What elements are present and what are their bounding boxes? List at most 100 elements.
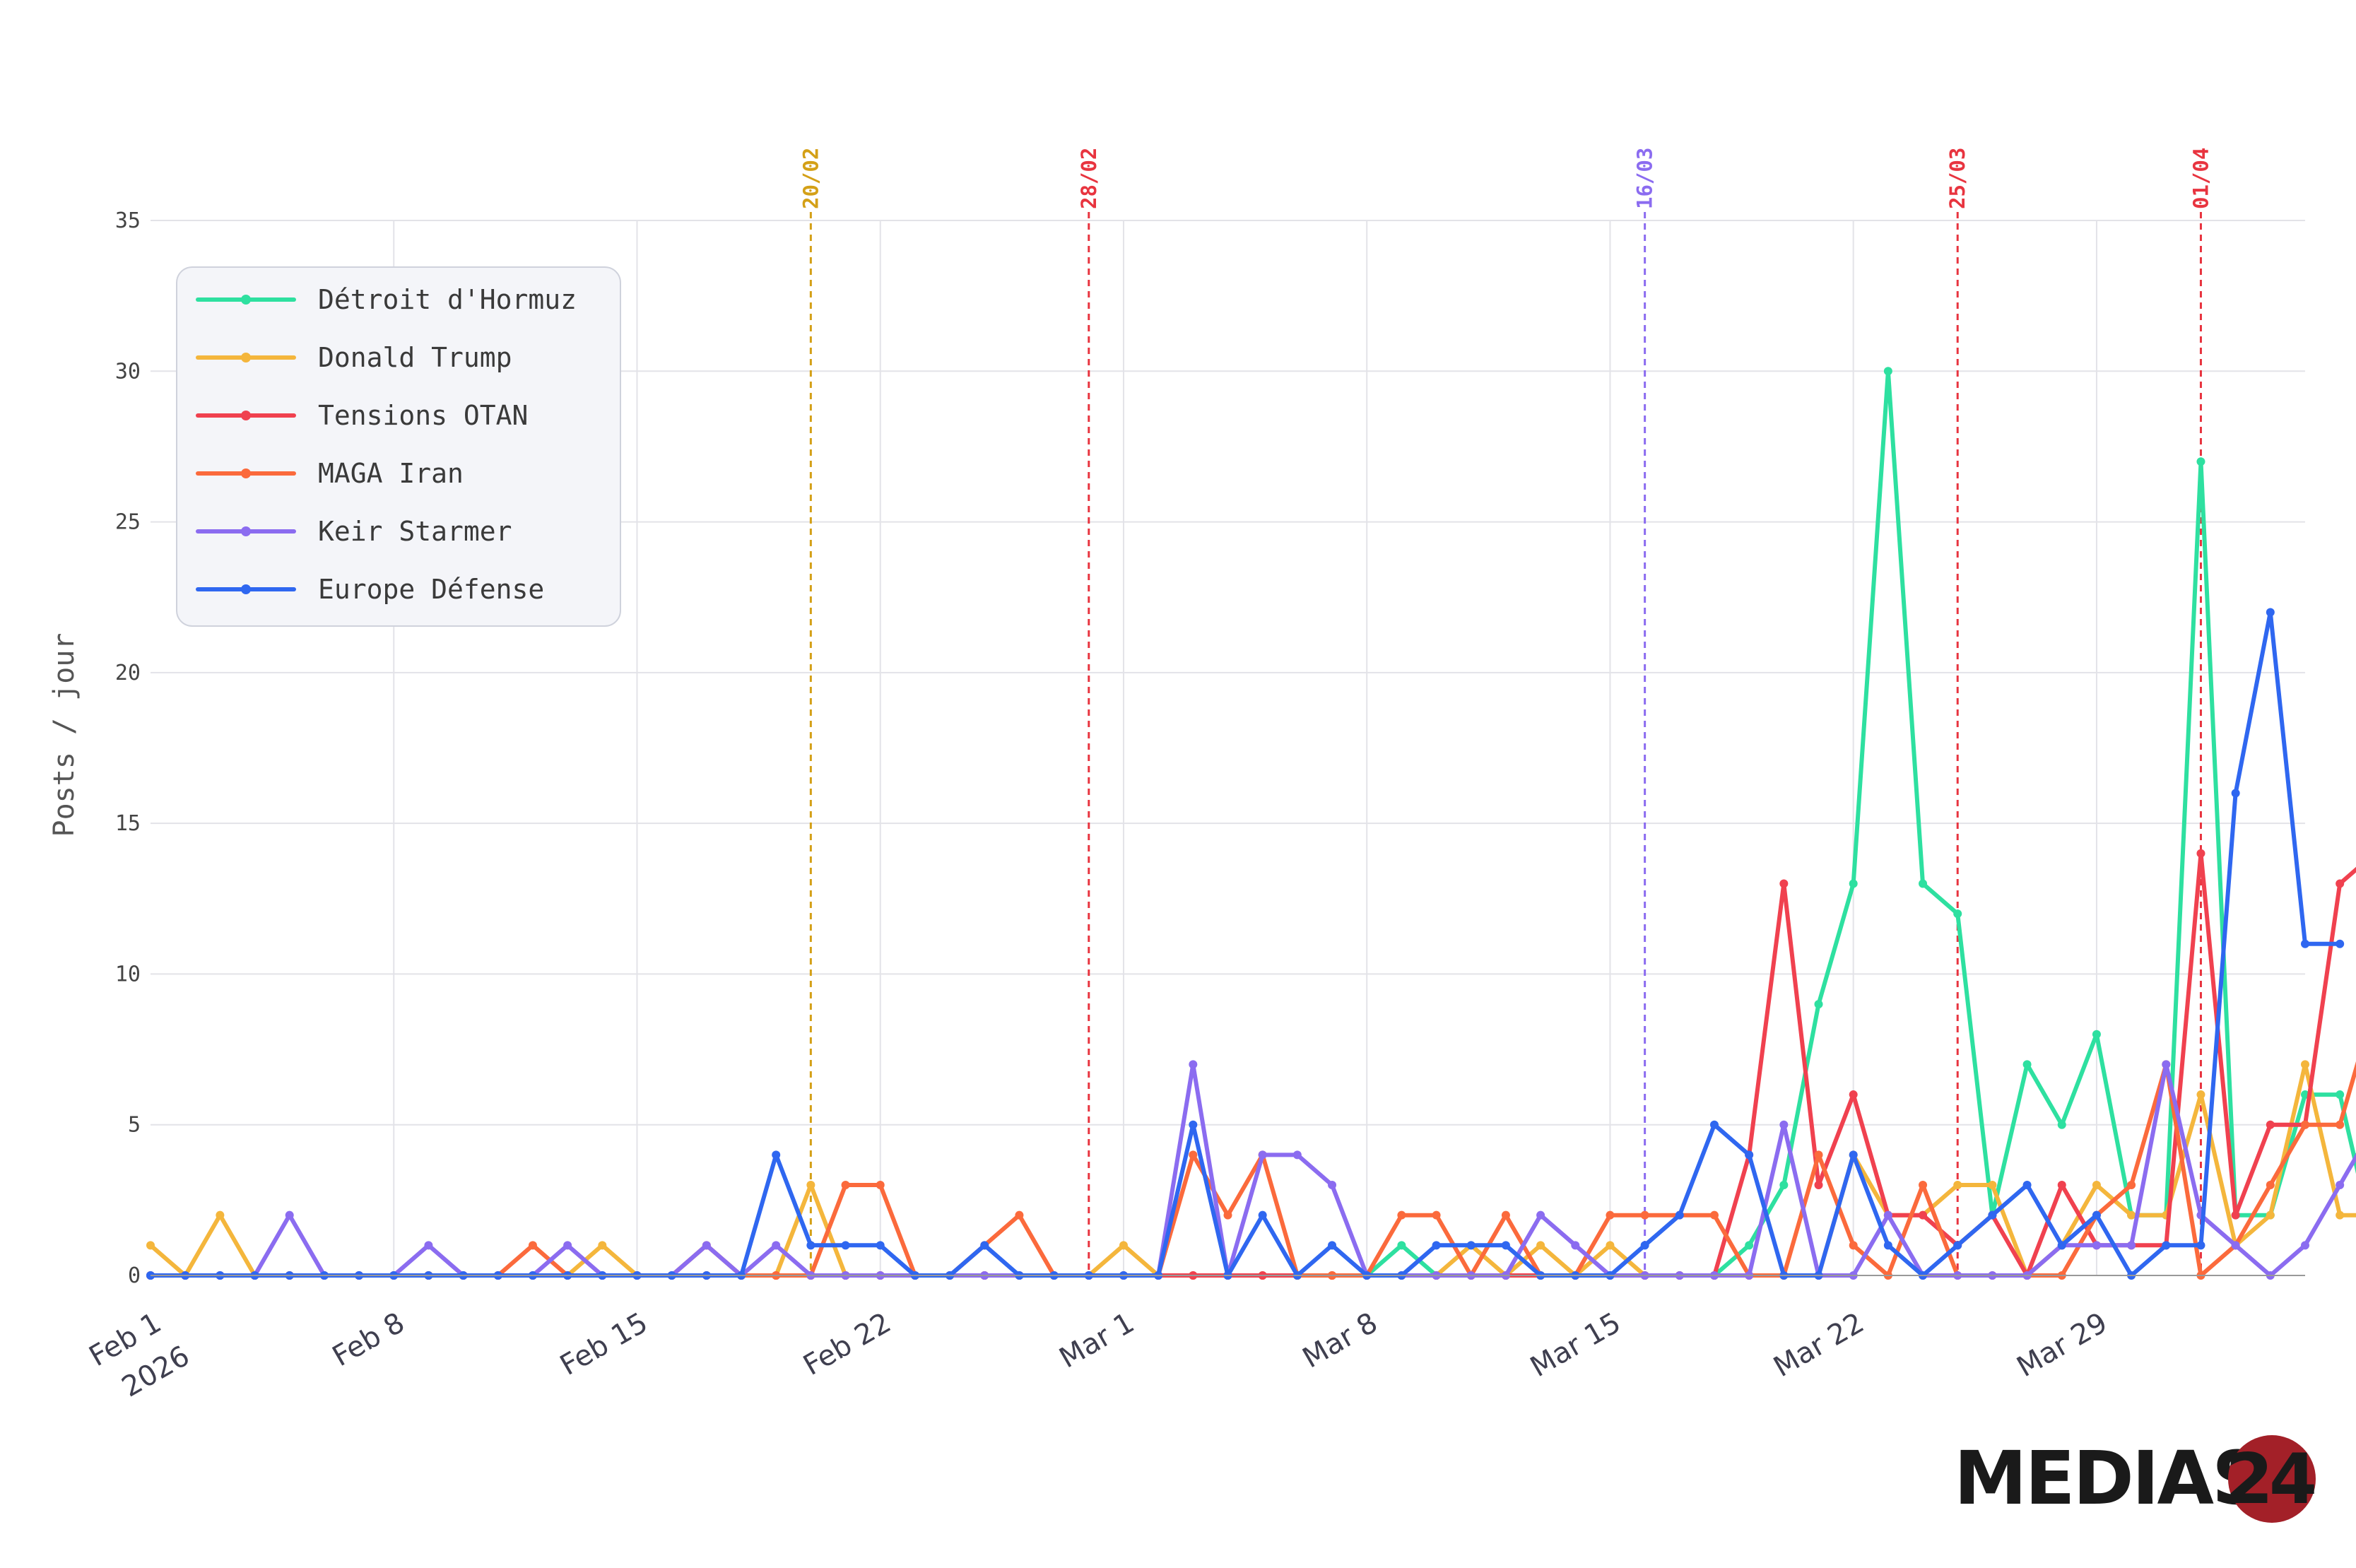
legend-label: Europe Défense xyxy=(318,574,544,605)
data-point xyxy=(1536,1210,1545,1220)
y-tick-label: 25 xyxy=(115,510,141,535)
data-point xyxy=(1501,1241,1510,1250)
data-point xyxy=(2092,1241,2101,1250)
data-point xyxy=(1397,1210,1406,1220)
data-point xyxy=(1432,1241,1441,1250)
legend-marker xyxy=(241,411,251,420)
x-tick-label: Mar 1 xyxy=(1054,1307,1140,1375)
data-point xyxy=(2092,1181,2101,1190)
data-point xyxy=(1745,1150,1754,1160)
series-line xyxy=(148,610,2343,1278)
data-point xyxy=(1814,1000,1823,1009)
event-label: 20/02 xyxy=(799,148,823,209)
x-tick-label: Feb 15 xyxy=(555,1307,653,1382)
data-point xyxy=(1189,1150,1198,1160)
data-point xyxy=(1883,367,1892,376)
data-point xyxy=(2057,1181,2066,1190)
data-point xyxy=(2336,1210,2345,1220)
logo-circle xyxy=(2228,1435,2316,1523)
data-point xyxy=(2301,1060,2309,1069)
legend-label: Détroit d'Hormuz xyxy=(318,284,577,315)
data-point xyxy=(1606,1241,1615,1250)
data-point xyxy=(1189,1120,1198,1129)
data-point xyxy=(146,1241,155,1250)
data-point xyxy=(216,1210,225,1220)
y-tick-label: 35 xyxy=(115,208,141,233)
data-point xyxy=(1883,1241,1892,1250)
series xyxy=(146,608,2345,1280)
data-point xyxy=(1849,1090,1858,1100)
data-point xyxy=(772,1150,781,1160)
legend-label: Donald Trump xyxy=(318,342,512,373)
data-point xyxy=(1640,1241,1649,1250)
data-point xyxy=(2336,1181,2345,1190)
data-point xyxy=(1919,879,1928,888)
medias24-logo: MEDIAS 24 xyxy=(1954,1435,2319,1523)
data-point xyxy=(2231,789,2240,798)
data-point xyxy=(1779,1181,1789,1190)
data-point xyxy=(2336,879,2345,888)
data-point xyxy=(1258,1210,1267,1220)
data-point xyxy=(1988,1181,1997,1190)
data-point xyxy=(2127,1241,2136,1250)
data-point xyxy=(1709,1120,1719,1129)
data-point xyxy=(528,1241,537,1250)
data-point xyxy=(1189,1060,1198,1069)
x-tick-label: Feb 22 xyxy=(798,1307,896,1382)
y-tick-label: 10 xyxy=(115,962,141,986)
event-markers: 20/02 28/02 16/03 25/03 01/04 xyxy=(799,148,2213,1275)
data-point xyxy=(806,1241,815,1250)
data-point xyxy=(2266,1120,2275,1129)
data-point xyxy=(598,1241,607,1250)
data-point xyxy=(1883,1210,1892,1220)
data-point xyxy=(1640,1210,1649,1220)
legend-marker xyxy=(241,584,251,594)
legend-marker xyxy=(241,353,251,362)
data-point xyxy=(1814,1181,1823,1190)
legend-label: MAGA Iran xyxy=(318,458,464,489)
data-point xyxy=(2092,1030,2101,1039)
data-point xyxy=(1849,1241,1858,1250)
data-point xyxy=(2301,939,2309,948)
data-point xyxy=(2266,608,2275,617)
legend-box xyxy=(176,266,621,627)
y-tick-label: 30 xyxy=(115,359,141,384)
data-point xyxy=(1675,1210,1684,1220)
data-point xyxy=(1953,909,1962,919)
data-point xyxy=(2336,1090,2345,1100)
data-point xyxy=(424,1241,433,1250)
data-point xyxy=(1745,1241,1754,1250)
data-point xyxy=(2127,1210,2136,1220)
data-point xyxy=(2057,1241,2066,1250)
legend-label: Keir Starmer xyxy=(318,516,512,547)
data-point xyxy=(2196,1241,2205,1250)
data-point xyxy=(1536,1241,1545,1250)
data-point xyxy=(1397,1241,1406,1250)
data-point xyxy=(2231,1241,2240,1250)
data-point xyxy=(1328,1241,1337,1250)
y-tick-label: 0 xyxy=(128,1263,141,1288)
legend-marker xyxy=(241,526,251,536)
data-point xyxy=(2022,1181,2032,1190)
data-point xyxy=(1709,1210,1719,1220)
data-point xyxy=(1919,1181,1928,1190)
y-tick-label: 20 xyxy=(115,661,141,685)
x-tick-label: Feb 8 xyxy=(327,1307,410,1373)
data-point xyxy=(2266,1181,2275,1190)
data-point xyxy=(2057,1120,2066,1129)
data-point xyxy=(1953,1241,1962,1250)
event-label: 25/03 xyxy=(1945,148,1969,209)
y-axis-label: Posts / jour xyxy=(48,633,81,837)
data-point xyxy=(2092,1210,2101,1220)
logo-number: 24 xyxy=(2225,1439,2314,1520)
data-point xyxy=(2127,1181,2136,1190)
x-tick-label: Mar 15 xyxy=(1525,1307,1626,1384)
data-point xyxy=(285,1210,294,1220)
data-point xyxy=(2301,1120,2309,1129)
y-tick-label: 15 xyxy=(115,811,141,836)
data-point xyxy=(1571,1241,1580,1250)
data-point xyxy=(1953,1181,1962,1190)
data-point xyxy=(1814,1150,1823,1160)
legend-marker xyxy=(241,295,251,305)
data-point xyxy=(1258,1150,1267,1160)
